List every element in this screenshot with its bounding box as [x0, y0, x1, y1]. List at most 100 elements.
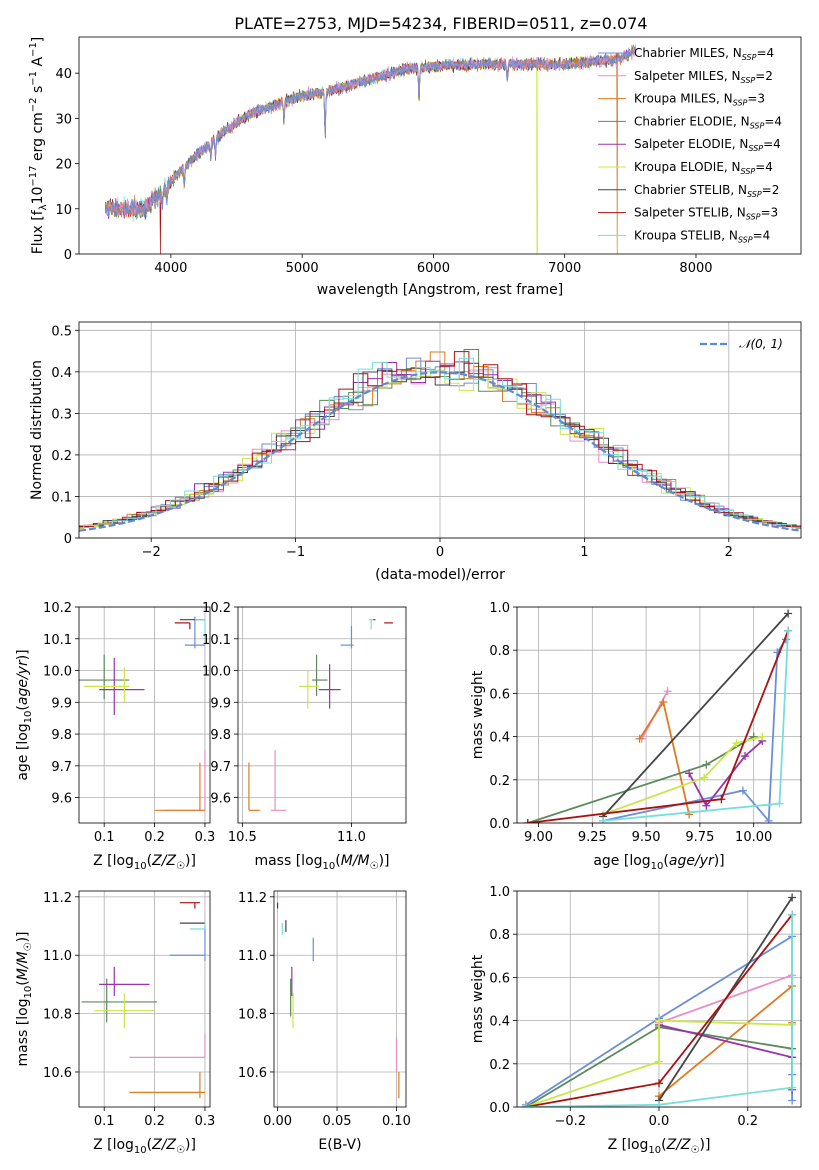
axes-frame	[237, 606, 407, 824]
y-axis-label: mass [log10(M/M☉)]	[15, 931, 34, 1066]
y-tick-label: 10.6	[238, 1066, 267, 1081]
x-tick-label: 5000	[286, 261, 319, 276]
y-tick-label: 0.4	[489, 731, 510, 746]
axes-mass_vs_ebv: 0.00 0.05 0.10 10.6 10.8 11.0 11.2 E(B-V)	[238, 890, 411, 1153]
weight-line	[603, 630, 789, 822]
weight-line	[602, 612, 789, 818]
spectrum-legend: Chabrier MILES, NSSP=4 Salpeter MILES, NS…	[598, 46, 782, 244]
y-tick-label: 0.8	[489, 644, 510, 659]
figure-title: PLATE=2753, MJD=54234, FIBERID=0511, z=0…	[234, 14, 647, 33]
histogram-step-kroupa-elodie	[79, 369, 801, 529]
x-tick-label: 0	[436, 545, 444, 560]
y-tick-label: 10.2	[202, 601, 231, 616]
y-tick-label: 10	[55, 203, 72, 218]
weight-marker	[775, 799, 784, 808]
y-axis-label: age [log10(age/yr)]	[15, 649, 34, 780]
legend-label: Chabrier MILES, NSSP=4	[634, 46, 774, 62]
errorbar-kroupa-elodie	[84, 667, 130, 703]
x-axis-label: Z [log10(Z/Z☉)]	[93, 853, 196, 872]
x-axis-label: Z [log10(Z/Z☉)]	[608, 1137, 711, 1156]
x-axis-label: age [log10(age/yr)]	[593, 853, 724, 872]
x-tick-label: −2	[142, 545, 161, 560]
errorbar-kroupa-miles	[154, 762, 205, 811]
x-tick-label: 9.25	[578, 830, 607, 845]
x-tick-label: −0.2	[554, 1114, 586, 1129]
spectrum-line-chabrier-elodie	[104, 46, 636, 220]
errorbar-kroupa-elodie	[94, 993, 155, 1029]
plot-area-spectrum	[104, 44, 636, 254]
y-axis-label: mass weight	[470, 954, 486, 1043]
weight-line	[602, 735, 763, 816]
axes-age_vs_Z: 0.1 0.2 0.3 9.6 9.7 9.8 9.9 10.0 10.1 10.2 Z [log1…	[15, 601, 215, 872]
axes-frame	[273, 890, 407, 1108]
y-tick-label: 1.0	[489, 885, 510, 900]
legend-label: 𝒩(0, 1)	[739, 337, 783, 351]
x-tick-label: 9.00	[524, 830, 553, 845]
weight-marker	[659, 698, 668, 707]
x-tick-label: 10.00	[735, 830, 772, 845]
weight-marker	[599, 816, 608, 823]
x-tick-label: 1	[580, 545, 588, 560]
errorbar-chabrier-elodie	[79, 654, 130, 700]
weight-marker	[788, 910, 797, 919]
weight-marker	[741, 752, 750, 761]
errorbar-kroupa-miles	[248, 762, 260, 811]
weight-marker	[523, 819, 532, 823]
errorbar-salpeter-stelib	[174, 622, 191, 630]
normal-curve	[79, 371, 801, 532]
weight-marker	[655, 1016, 663, 1025]
y-tick-label: 9.6	[210, 792, 231, 807]
weight-marker	[732, 739, 741, 748]
weight-marker	[663, 687, 672, 696]
x-tick-label: 0.2	[737, 1114, 758, 1129]
x-tick-label: 0.1	[94, 830, 115, 845]
x-tick-label: 0.3	[195, 1114, 216, 1129]
y-tick-label: 11.0	[238, 949, 267, 964]
axes-mass_weight_vs_age: 9.00 9.25 9.50 9.75 10.00 0.0 0.2 0.4 0.6 0.8 1.0 a…	[470, 601, 802, 872]
axes-frame	[78, 321, 802, 539]
y-tick-label: 40	[55, 67, 72, 82]
errorbar-chabrier-elodie	[81, 978, 158, 1023]
histogram-step-chabrier-stelib	[79, 362, 801, 529]
plot-area-mass_vs_Z	[81, 902, 206, 1099]
y-tick-label: 0.0	[489, 1101, 510, 1116]
weight-series-kroupa-elodie	[599, 732, 767, 819]
plot-area-mass_weight_vs_age	[523, 609, 793, 823]
y-tick-label: 0	[64, 532, 72, 547]
errorbar-salpeter-miles	[129, 1034, 206, 1058]
y-tick-label: 10.0	[202, 665, 231, 680]
plot-area-residual_histogram	[79, 349, 801, 532]
errorbar-salpeter-elodie	[99, 966, 150, 997]
weight-marker	[655, 1057, 663, 1066]
plot-area-age_vs_mass	[248, 619, 393, 811]
errorbar-chabrier-miles	[169, 926, 206, 962]
weight-series-salpeter-stelib	[523, 626, 793, 823]
legend-label: Salpeter MILES, NSSP=2	[634, 69, 773, 85]
weight-marker	[655, 1079, 663, 1088]
weight-marker	[700, 773, 709, 782]
histogram-step-kroupa-stelib	[79, 357, 801, 529]
weight-marker	[788, 893, 797, 902]
legend-label: Kroupa STELIB, NSSP=4	[634, 228, 770, 244]
histogram-step-kroupa-miles	[79, 351, 801, 529]
weight-line	[525, 1019, 793, 1107]
x-tick-label: 4000	[154, 261, 187, 276]
y-tick-label: 9.8	[51, 728, 72, 743]
weight-series-kroupa-stelib	[521, 910, 797, 1107]
y-tick-label: 11.0	[43, 949, 72, 964]
weight-marker	[702, 801, 711, 810]
weight-series-salpeter-elodie	[685, 736, 767, 810]
errorbar-chabrier-miles	[340, 626, 354, 649]
errorbar-kroupa-stelib	[194, 619, 206, 639]
legend-label: Salpeter STELIB, NSSP=3	[634, 206, 778, 222]
weight-marker	[521, 1103, 530, 1107]
weight-marker	[717, 795, 726, 804]
x-tick-label: 6000	[417, 261, 450, 276]
weight-line	[602, 638, 787, 823]
y-tick-label: 0.2	[489, 1058, 510, 1073]
weight-marker	[784, 609, 793, 618]
y-tick-label: 0.8	[489, 928, 510, 943]
weight-marker	[758, 732, 767, 741]
y-tick-label: 10.6	[43, 1066, 72, 1081]
